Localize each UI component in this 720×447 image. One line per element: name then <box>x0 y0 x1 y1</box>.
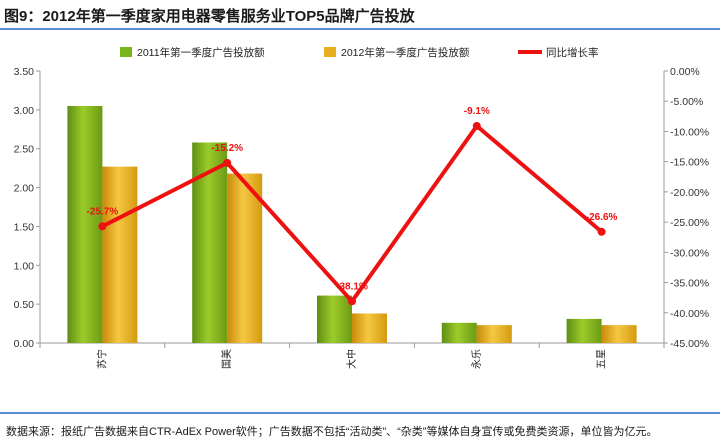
right-tick-label: -35.00% <box>670 278 709 290</box>
bar-2012 <box>227 173 263 343</box>
legend-label: 2012年第一季度广告投放额 <box>341 46 470 59</box>
legend-label: 2011年第一季度广告投放额 <box>137 46 265 59</box>
left-tick-label: 2.00 <box>14 183 35 195</box>
growth-rate-point <box>98 222 107 231</box>
title-bar: 图9：2012年第一季度家用电器零售服务业TOP5品牌广告投放 <box>0 0 720 30</box>
legend-swatch <box>120 47 132 57</box>
right-tick-label: -5.00% <box>670 96 703 108</box>
growth-rate-point <box>223 158 232 167</box>
right-tick-label: -40.00% <box>670 308 709 320</box>
bar-2011 <box>566 318 602 343</box>
growth-rate-line <box>101 124 603 304</box>
left-tick-label: 1.50 <box>14 221 35 233</box>
category-label: 五星 <box>596 349 608 369</box>
right-tick-label: -20.00% <box>670 187 709 199</box>
left-tick-label: 0.00 <box>14 338 35 350</box>
footer: 数据来源：报纸广告数据来自CTR-AdEx Power软件；广告数据不包括“活动… <box>0 412 720 447</box>
growth-rate-label: -25.7% <box>87 206 119 217</box>
right-tick-label: -10.00% <box>670 126 709 138</box>
left-tick-label: 3.50 <box>14 66 35 78</box>
growth-rate-label: -26.6% <box>586 212 618 223</box>
right-tick-label: 0.00% <box>670 66 700 78</box>
category-label: 永乐 <box>470 349 483 369</box>
right-tick-label: -30.00% <box>670 247 709 259</box>
bar-2012 <box>476 325 512 343</box>
bar-2011 <box>441 322 477 343</box>
left-tick-label: 1.00 <box>14 260 35 272</box>
left-tick-label: 3.00 <box>14 105 35 117</box>
category-label: 国美 <box>220 349 233 369</box>
category-label: 苏宁 <box>95 349 108 369</box>
bar-2011 <box>317 295 352 343</box>
source-note: 数据来源：报纸广告数据来自CTR-AdEx Power软件；广告数据不包括“活动… <box>6 426 658 438</box>
growth-rate-label: -38.1% <box>336 281 368 292</box>
growth-rate-label: -9.1% <box>464 106 490 117</box>
right-tick-label: -25.00% <box>670 217 709 229</box>
left-tick-label: 2.50 <box>14 144 35 156</box>
left-tick-label: 0.50 <box>14 299 35 311</box>
bar-2012 <box>102 166 138 343</box>
legend-swatch <box>324 47 336 57</box>
growth-rate-label: -15.2% <box>211 143 243 154</box>
bar-2012 <box>601 325 637 343</box>
category-label: 大中 <box>345 349 358 369</box>
chart-title: 图9：2012年第一季度家用电器零售服务业TOP5品牌广告投放 <box>4 8 415 25</box>
bar-2012 <box>352 313 387 343</box>
bar-2011 <box>67 105 103 343</box>
growth-rate-point <box>597 227 606 236</box>
right-tick-label: -15.00% <box>670 157 709 169</box>
right-tick-label: -45.00% <box>670 338 709 350</box>
growth-rate-point <box>348 297 356 306</box>
legend-label: 同比增长率 <box>546 46 599 59</box>
combo-chart: 0.00 0.50 1.00 1.50 2.00 2.50 3.00 3.50 0.00% -5.… <box>14 46 710 369</box>
growth-rate-point <box>472 122 481 131</box>
